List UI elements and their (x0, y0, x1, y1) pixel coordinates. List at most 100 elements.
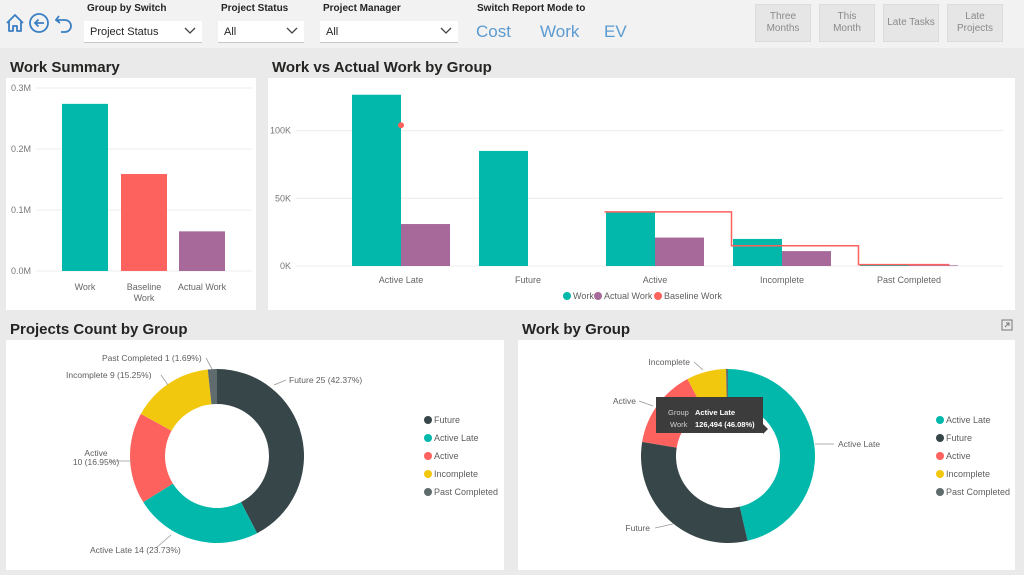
late-projects-button[interactable]: Late Projects (947, 4, 1003, 42)
tooltip: Group Active Late Work 126,494 (46.08%) (656, 397, 768, 434)
slice-future (641, 441, 748, 543)
three-months-button[interactable]: Three Months (755, 4, 811, 42)
chevron-down-icon (286, 27, 298, 34)
legend-label: Active Late (946, 415, 991, 425)
bar-work-active-late (352, 94, 401, 266)
legend-dot (424, 434, 432, 442)
bar-work-active (606, 211, 655, 266)
y-tick-label: 0.3M (11, 83, 31, 93)
bar-work-incomplete (733, 238, 782, 266)
legend-dot (936, 434, 944, 442)
y-tick-label: 0.1M (11, 205, 31, 215)
slice-active (130, 413, 173, 503)
bar-work-future (479, 150, 528, 266)
slice-label: Incomplete (648, 357, 690, 367)
legend-dot (936, 416, 944, 424)
filter-label-project-manager: Project Manager (323, 3, 401, 14)
project-manager-dropdown[interactable]: All (320, 21, 458, 43)
legend-label: Past Completed (434, 487, 498, 497)
legend-label: Incomplete (946, 469, 990, 479)
tooltip-group-value: Active Late (695, 408, 735, 417)
legend-label: Active (434, 451, 459, 461)
mode-work-link[interactable]: Work (540, 22, 580, 41)
leader-line (205, 357, 213, 370)
work-summary-panel: 0.0M 0.1M 0.2M 0.3M Work Baseline Work Actual W… (6, 78, 256, 310)
slice-label: Incomplete 9 (15.25%) (66, 370, 152, 380)
switch-mode-label: Switch Report Mode to (477, 3, 586, 14)
x-tick-label: Work (75, 282, 96, 292)
slice-active-late (143, 483, 258, 543)
top-toolbar: Group by Switch Project Status Project S… (0, 0, 1024, 48)
tooltip-work-value: 126,494 (46.08%) (695, 420, 755, 429)
slice-past-completed (207, 369, 217, 405)
legend-dot (654, 292, 662, 300)
mode-ev-link[interactable]: EV (604, 22, 627, 41)
bar-actual-work (179, 231, 225, 271)
legend-dot (936, 488, 944, 496)
x-tick-label: Future (515, 275, 541, 285)
bar-actual-active-late (401, 224, 450, 266)
leader-line (693, 361, 704, 371)
tooltip-pointer (763, 424, 768, 434)
work-vs-actual-panel: 0K 50K 100K Active Late Future Active Incomple… (268, 78, 1015, 310)
project-status-value: All (224, 26, 237, 38)
x-tick-label: Baseline Work (127, 282, 162, 303)
legend-label: Actual Work (604, 291, 653, 301)
slice-past-completed (726, 369, 728, 405)
mode-cost-link[interactable]: Cost (476, 22, 511, 41)
work-summary-chart[interactable]: 0.0M 0.1M 0.2M 0.3M Work Baseline Work Actual W… (6, 78, 256, 310)
legend-label: Past Completed (946, 487, 1010, 497)
group-by-dropdown[interactable]: Project Status (84, 21, 202, 43)
legend-dot (936, 470, 944, 478)
slice-label: Future 25 (42.37%) (289, 375, 362, 385)
legend-label: Work (573, 291, 594, 301)
legend-label: Incomplete (434, 469, 478, 479)
x-tick-label: Actual Work (178, 282, 227, 292)
bar-actual-past-completed (909, 265, 958, 266)
tooltip-work-label: Work (670, 420, 688, 429)
focus-mode-icon[interactable] (1001, 319, 1013, 331)
projects-count-chart[interactable]: Future 25 (42.37%) Active Late 14 (23.73%… (6, 340, 504, 570)
slice-label: Active Late (838, 439, 880, 449)
work-vs-actual-chart[interactable]: 0K 50K 100K Active Late Future Active Incomple… (268, 78, 1015, 310)
slice-label: Past Completed 1 (1.69%) (102, 353, 202, 363)
late-tasks-button[interactable]: Late Tasks (883, 4, 939, 42)
slice-future (217, 369, 305, 534)
group-by-value: Project Status (90, 26, 159, 38)
legend-dot (936, 452, 944, 460)
undo-icon[interactable] (53, 12, 75, 34)
x-tick-label: Active Late (379, 275, 424, 285)
this-month-button[interactable]: This Month (819, 4, 875, 42)
bar-actual-incomplete (782, 251, 831, 266)
legend-label: Baseline Work (664, 291, 722, 301)
legend-dot (563, 292, 571, 300)
tooltip-group-label: Group (668, 408, 689, 417)
legend-label: Active Late (434, 433, 479, 443)
slice-label: Future (625, 523, 650, 533)
home-icon[interactable] (4, 12, 26, 34)
slice-label: Active (613, 396, 636, 406)
leader-line (273, 379, 287, 386)
work-by-group-title: Work by Group (522, 321, 631, 338)
legend-dot (424, 416, 432, 424)
work-by-group-chart[interactable]: Active Late Future Active Incomplete Active … (518, 340, 1015, 570)
legend-dot (424, 470, 432, 478)
y-tick-label: 0K (280, 261, 291, 271)
legend-label: Active (946, 451, 971, 461)
legend-label: Future (946, 433, 972, 443)
leader-line (155, 534, 172, 549)
project-status-dropdown[interactable]: All (218, 21, 304, 43)
baseline-work-marker (398, 122, 404, 129)
chevron-down-icon (184, 27, 196, 34)
leader-line (638, 400, 654, 407)
project-manager-value: All (326, 26, 339, 38)
projects-count-panel: Future 25 (42.37%) Active Late 14 (23.73%… (6, 340, 504, 570)
baseline-work-line (604, 211, 950, 266)
slice-label: Active Late 14 (23.73%) (90, 545, 181, 555)
legend-dot (424, 488, 432, 496)
back-circle-icon[interactable] (28, 12, 50, 34)
bar-actual-active (655, 237, 704, 266)
bar-work (62, 103, 108, 271)
work-summary-title: Work Summary (10, 59, 120, 76)
